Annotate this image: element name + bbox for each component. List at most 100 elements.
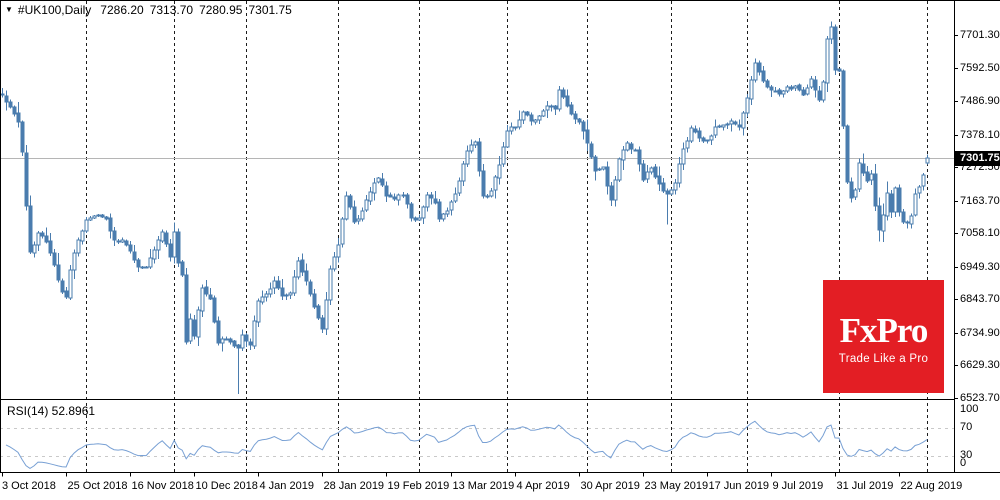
candle [172, 231, 177, 258]
candle [649, 167, 654, 173]
candle [20, 121, 25, 153]
candle [433, 198, 438, 204]
candle [140, 266, 145, 269]
candle [76, 239, 81, 254]
candle [529, 114, 534, 122]
price-axis-label: 7486.90 [960, 95, 1000, 107]
candle [701, 137, 706, 142]
candle [705, 139, 710, 142]
candle [833, 26, 838, 71]
candle [148, 257, 153, 268]
date-axis-label: 25 Oct 2018 [67, 480, 128, 492]
candle [633, 149, 638, 152]
rsi-line [5, 420, 928, 469]
candle [284, 294, 289, 297]
candle [725, 123, 730, 126]
date-axis-label: 9 Jul 2019 [772, 480, 824, 492]
candle [673, 182, 678, 191]
current-price-tag: 7301.75 [954, 151, 1000, 166]
candle [841, 70, 846, 127]
candle [769, 86, 774, 91]
candle [605, 166, 610, 187]
candle [849, 181, 854, 199]
candle [56, 264, 61, 281]
candle [232, 340, 237, 347]
price-axis-label: 7058.10 [960, 227, 1000, 239]
candle [372, 182, 377, 194]
chevron-down-icon: ▼ [5, 5, 13, 14]
candle [320, 317, 325, 330]
candle [4, 95, 9, 103]
candle [793, 85, 798, 89]
candle [24, 152, 29, 207]
price-axis-label: 7592.50 [960, 62, 1000, 74]
price-axis-label: 6523.70 [960, 392, 1000, 404]
candle [509, 126, 514, 132]
candle [144, 266, 149, 269]
candle [176, 231, 181, 264]
candle [505, 130, 510, 148]
rsi-axis-label: 30 [960, 449, 973, 461]
candle [785, 86, 790, 92]
candle [709, 135, 714, 141]
candle [837, 68, 842, 72]
candle [248, 341, 253, 346]
candle [733, 121, 738, 125]
candle [268, 288, 273, 295]
candle [304, 270, 309, 282]
candle [637, 149, 642, 165]
candle [44, 235, 49, 243]
price-axis-label: 7378.10 [960, 129, 1000, 141]
candle [789, 86, 794, 90]
candle [913, 193, 918, 216]
candle [368, 191, 373, 202]
candle [825, 38, 830, 84]
candle [356, 218, 361, 222]
candle [581, 121, 586, 132]
candle [865, 171, 870, 182]
candle [489, 190, 494, 197]
candle [577, 118, 582, 123]
candle [52, 252, 57, 266]
candle [92, 215, 97, 219]
candle [104, 216, 109, 220]
candle [332, 256, 337, 270]
candle [617, 158, 622, 181]
candle [585, 129, 590, 144]
candle [777, 89, 782, 95]
candle [292, 276, 297, 294]
candle [236, 344, 241, 349]
candle [388, 194, 393, 198]
candlestick-series [0, 26, 930, 349]
candle [465, 150, 470, 165]
candle [757, 62, 762, 73]
candle [348, 195, 353, 208]
candle [821, 81, 826, 101]
candle [360, 210, 365, 220]
candle [621, 149, 626, 161]
candle [32, 244, 37, 254]
price-axis-label: 6629.30 [960, 359, 1000, 371]
candle [224, 338, 229, 341]
candle [561, 89, 566, 98]
candle [164, 232, 169, 245]
candle [745, 97, 750, 114]
candle [240, 334, 245, 349]
candle [409, 203, 414, 219]
candle [352, 206, 357, 223]
candle [336, 244, 341, 258]
candle [493, 176, 498, 191]
candle [485, 195, 490, 198]
candle [893, 187, 898, 213]
rsi-axis-label: 100 [960, 403, 979, 415]
date-axis-label: 31 Jul 2019 [836, 480, 894, 492]
candle [881, 214, 886, 232]
candle [344, 195, 349, 220]
date-axis-label: 4 Apr 2019 [516, 480, 570, 492]
candle [380, 178, 385, 186]
candle [124, 240, 129, 246]
candle [296, 260, 301, 278]
candle [208, 294, 213, 300]
quote-close: 7301.75 [248, 3, 292, 17]
